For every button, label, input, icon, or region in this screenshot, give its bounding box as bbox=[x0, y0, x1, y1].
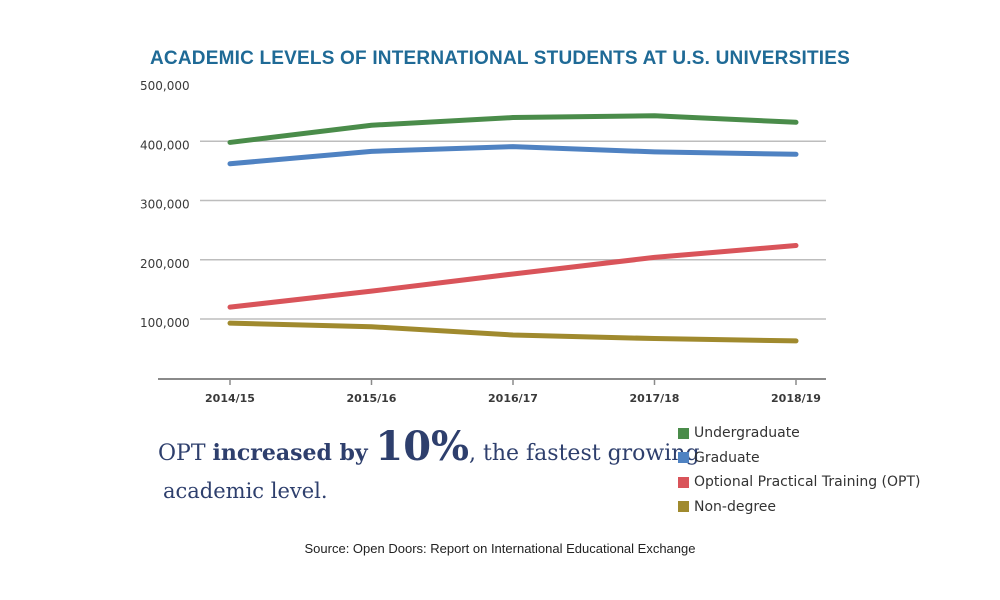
x-tick-label: 2018/19 bbox=[771, 392, 821, 405]
legend-swatch-undergraduate bbox=[678, 427, 689, 439]
callout-opt: OPT bbox=[158, 441, 213, 466]
callout-line-2: academic level. bbox=[163, 479, 328, 503]
chart-title: ACADEMIC LEVELS OF INTERNATIONAL STUDENT… bbox=[150, 48, 850, 69]
source-note: Source: Open Doors: Report on Internatio… bbox=[304, 541, 696, 556]
callout-percent: 10% bbox=[375, 423, 470, 470]
callout-line-1: OPT increased by 10%, the fastest growin… bbox=[158, 426, 700, 468]
callout-increased: increased by bbox=[212, 440, 376, 466]
series-line-undergraduate bbox=[227, 113, 799, 145]
y-tick-label: 300,000 bbox=[140, 198, 190, 212]
line-chart: 100,000 200,000 300,000 400,000 500,000 2014… bbox=[140, 79, 826, 405]
legend-item-undergraduate: Undergraduate bbox=[678, 421, 921, 446]
gridlines bbox=[200, 140, 826, 320]
legend-item-graduate: Graduate bbox=[678, 446, 921, 471]
x-tick-label: 2016/17 bbox=[488, 392, 538, 405]
y-tick-label: 200,000 bbox=[140, 257, 190, 271]
legend-item-non-degree: Non-degree bbox=[678, 495, 921, 520]
legend-swatch-non-degree bbox=[678, 501, 689, 513]
legend: Undergraduate Graduate Optional Practica… bbox=[678, 421, 921, 519]
x-tick-label: 2014/15 bbox=[205, 392, 255, 405]
legend-label: Graduate bbox=[694, 449, 760, 466]
legend-item-opt: Optional Practical Training (OPT) bbox=[678, 470, 921, 495]
legend-label: Non-degree bbox=[694, 498, 777, 515]
y-axis-ticks: 100,000 200,000 300,000 400,000 500,000 bbox=[140, 79, 190, 330]
legend-swatch-graduate bbox=[678, 452, 689, 464]
series-line-optional-practical-training-opt bbox=[227, 243, 799, 310]
legend-swatch-opt bbox=[678, 476, 689, 488]
x-axis: 2014/15 2015/16 2016/17 2017/18 2018/19 bbox=[158, 378, 826, 405]
callout-rest: , the fastest growing bbox=[469, 441, 700, 466]
y-tick-label: 400,000 bbox=[140, 138, 190, 152]
series-lines bbox=[227, 113, 799, 344]
x-tick-label: 2015/16 bbox=[347, 392, 397, 405]
y-tick-label: 100,000 bbox=[140, 316, 190, 330]
series-line-graduate bbox=[227, 144, 799, 167]
legend-label: Optional Practical Training (OPT) bbox=[694, 474, 921, 491]
series-line-non-degree bbox=[227, 320, 799, 344]
legend-label: Undergraduate bbox=[694, 425, 800, 442]
y-tick-label: 500,000 bbox=[140, 79, 190, 93]
opt-callout: OPT increased by 10%, the fastest growin… bbox=[158, 426, 700, 506]
x-tick-label: 2017/18 bbox=[630, 392, 680, 405]
